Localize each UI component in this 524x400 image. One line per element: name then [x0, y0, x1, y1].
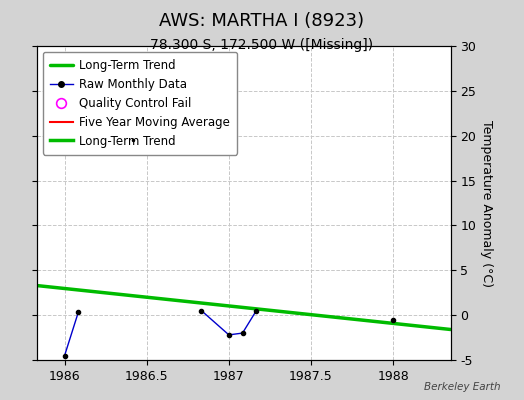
Text: AWS: MARTHA I (8923): AWS: MARTHA I (8923) — [159, 12, 365, 30]
Text: Berkeley Earth: Berkeley Earth — [424, 382, 500, 392]
Y-axis label: Temperature Anomaly (°C): Temperature Anomaly (°C) — [480, 120, 493, 286]
Legend: Long-Term Trend, Raw Monthly Data, Quality Control Fail, Five Year Moving Averag: Long-Term Trend, Raw Monthly Data, Quali… — [42, 52, 237, 155]
Text: 78.300 S, 172.500 W ([Missing]): 78.300 S, 172.500 W ([Missing]) — [150, 38, 374, 52]
